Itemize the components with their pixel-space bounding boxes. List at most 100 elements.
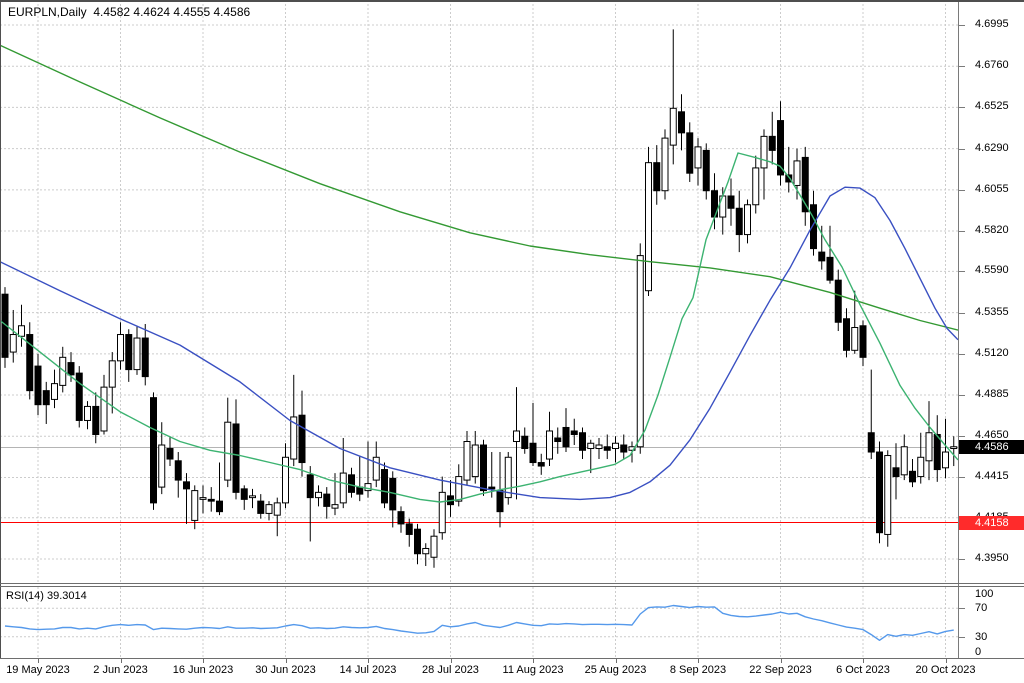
candle-body	[760, 135, 768, 169]
price-axis-border	[958, 2, 959, 658]
candle-body	[9, 334, 17, 353]
candle-body	[678, 111, 685, 134]
candle-body	[826, 256, 834, 281]
candle-body	[397, 511, 405, 525]
candle-body	[75, 372, 83, 421]
price-tick-label: 4.6525	[975, 100, 1009, 113]
candle-body	[224, 421, 232, 481]
rsi-canvas[interactable]	[0, 587, 958, 658]
date-tick-mark	[533, 659, 534, 663]
candle-body	[661, 137, 669, 192]
price-axis[interactable]: 4.4586 4.4158 4.6995 4.6760 4.6525 4.6290 4.…	[959, 2, 1024, 658]
rsi-tick-label: 70	[975, 602, 988, 615]
price-tick-mark	[959, 353, 965, 355]
candle-body	[727, 195, 735, 209]
date-axis[interactable]: 19 May 2023 2 Jun 2023 16 Jun 2023 30 Jun 2…	[0, 659, 1024, 683]
candle-body	[579, 432, 586, 451]
candle-body	[554, 437, 562, 443]
date-label: 6 Oct 2023	[836, 664, 890, 676]
candle-body	[537, 462, 545, 467]
candle-body	[768, 135, 776, 151]
candle-body	[876, 451, 883, 534]
price-tick-label: 4.5590	[975, 264, 1009, 277]
candle-body	[42, 390, 50, 406]
date-tick-mark	[203, 659, 204, 663]
candle-body	[669, 107, 677, 146]
candle-body	[942, 451, 949, 469]
price-tick-label: 4.6760	[975, 59, 1009, 72]
candle-body	[1, 293, 9, 358]
ma-slow-green	[0, 44, 958, 331]
candle-body	[133, 337, 141, 371]
date-label: 8 Sep 2023	[669, 664, 727, 676]
candle-body	[752, 167, 760, 206]
price-tick-label: 4.6055	[975, 182, 1009, 195]
candle-body	[744, 204, 751, 236]
candle-body	[273, 502, 281, 516]
candle-body	[884, 455, 892, 535]
candle-body	[810, 204, 817, 250]
price-tick-mark	[959, 66, 965, 68]
price-tick-label: 4.3950	[975, 552, 1009, 564]
candle-body	[595, 444, 603, 450]
candle-body	[331, 504, 339, 509]
candle-body	[587, 442, 595, 450]
candle-body	[240, 488, 248, 500]
price-tick-label: 4.4650	[975, 429, 1009, 442]
candle-body	[290, 416, 298, 460]
price-tick-mark	[959, 395, 965, 397]
date-tick-mark	[38, 659, 39, 663]
candle-body	[900, 446, 908, 476]
candle-body	[620, 444, 628, 453]
date-label: 25 Aug 2023	[584, 664, 647, 676]
candle-body	[843, 318, 850, 351]
candle-body	[348, 474, 355, 493]
candle-body	[381, 469, 388, 504]
candle-body	[686, 132, 694, 174]
date-label: 19 May 2023	[6, 664, 70, 676]
price-tick-mark	[959, 477, 965, 479]
main-chart-canvas[interactable]	[0, 0, 958, 583]
rsi-axis[interactable]: 100 70 30 0	[959, 587, 1024, 658]
rsi-tick-label: 30	[975, 630, 988, 643]
date-tick-mark	[120, 659, 122, 663]
candle-body	[917, 456, 925, 478]
candle-body	[645, 162, 652, 292]
candle-body	[801, 156, 809, 213]
candle-body	[216, 500, 223, 513]
date-label: 30 Jun 2023	[255, 664, 316, 676]
date-tick-mark	[945, 659, 947, 663]
candle-body	[892, 467, 900, 478]
date-tick-mark	[780, 659, 782, 663]
candle-body	[51, 383, 58, 400]
candle-body	[414, 528, 421, 555]
date-tick-mark	[698, 659, 699, 663]
date-tick-mark	[863, 659, 864, 663]
candle-body	[257, 500, 265, 514]
candle-body	[513, 430, 520, 443]
candle-body	[694, 146, 702, 169]
rsi-tick-mark	[959, 636, 965, 638]
candle-body	[405, 523, 413, 535]
date-tick-mark	[615, 659, 617, 663]
candle-body	[364, 483, 372, 492]
panel-separator-lower[interactable]	[0, 586, 1024, 587]
candle-body	[818, 251, 826, 262]
candle-body	[323, 493, 331, 507]
date-label: 20 Oct 2023	[915, 664, 976, 676]
panel-separator[interactable]	[0, 583, 1024, 584]
candle-body	[92, 405, 100, 435]
candle-body	[207, 498, 215, 502]
candle-body	[356, 486, 364, 495]
rsi-tick-label: 0	[975, 646, 982, 658]
date-label: 11 Aug 2023	[502, 664, 564, 676]
candle-body	[653, 162, 661, 192]
date-label: 28 Jul 2023	[422, 664, 479, 676]
candle-body	[232, 423, 240, 493]
candle-body	[191, 490, 199, 521]
candle-body	[488, 486, 496, 490]
candle-body	[174, 460, 182, 481]
symbol-title: EURPLN,Daily 4.4582 4.4624 4.4555 4.4586	[8, 5, 251, 19]
candle-body	[735, 207, 743, 236]
